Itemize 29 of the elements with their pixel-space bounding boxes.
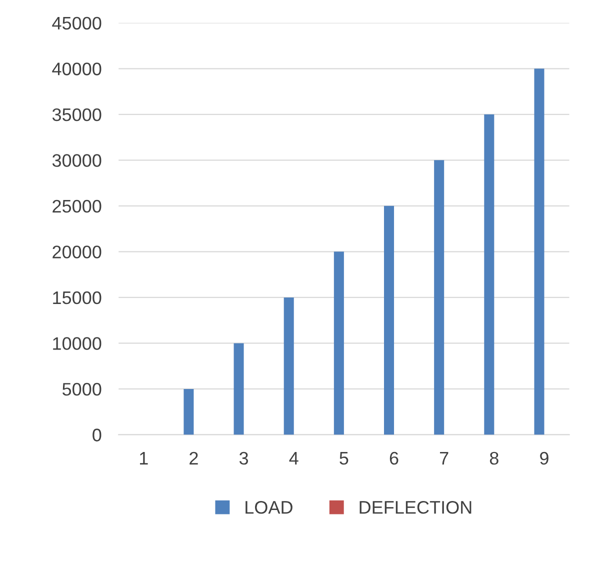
- y-tick-label: 35000: [52, 108, 102, 122]
- x-tick-label: 8: [490, 452, 498, 465]
- bar: [334, 252, 344, 435]
- x-tick-label: 7: [440, 452, 448, 464]
- bar: [434, 160, 444, 435]
- y-tick-label: 5000: [62, 382, 102, 396]
- bar: [184, 388, 194, 435]
- bar: [234, 343, 244, 435]
- y-tick-label: 25000: [52, 200, 102, 213]
- y-tick-label: 40000: [52, 62, 102, 76]
- legend-label: LOAD: [246, 500, 292, 514]
- x-tick-label: 2: [190, 452, 198, 464]
- bar: [484, 114, 494, 435]
- legend-label: DEFLECTION: [360, 500, 472, 514]
- bar: [534, 68, 544, 435]
- y-tick-label: 15000: [53, 291, 102, 304]
- x-tick-label: 9: [540, 452, 548, 465]
- x-tick-label: 4: [289, 452, 298, 464]
- bar: [384, 206, 394, 435]
- y-tick-label: 0: [92, 428, 102, 442]
- y-tick-label: 45000: [52, 16, 102, 30]
- x-tick-label: 5: [340, 452, 348, 465]
- y-tick-label: 20000: [52, 246, 102, 258]
- y-tick-label: 30000: [52, 154, 102, 167]
- y-tick-label: 10000: [53, 337, 102, 350]
- x-tick-label: 3: [239, 452, 248, 465]
- x-tick-label: 6: [390, 452, 398, 465]
- x-tick-label: 1: [140, 452, 148, 464]
- bar: [284, 297, 294, 435]
